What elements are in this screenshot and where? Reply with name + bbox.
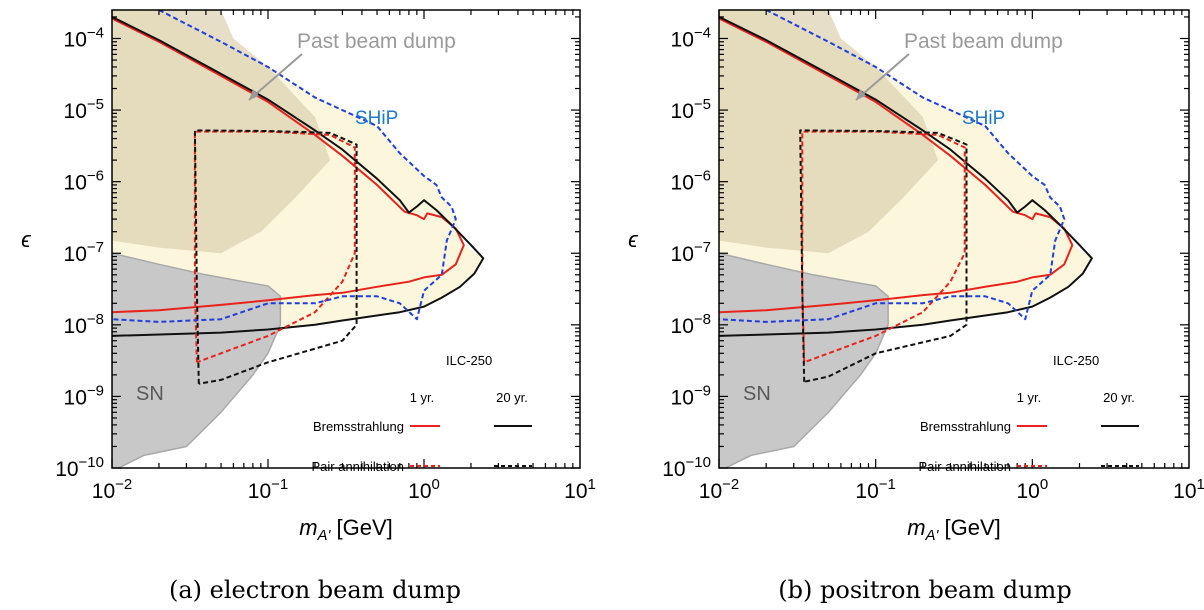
y-tick-label: 10−8 xyxy=(671,311,711,338)
x-tick-label: 101 xyxy=(1173,476,1204,503)
chart-panel-positron: 10−2 10−1 100 101 10−10 10−9 10−8 10−7 10−6 10−5 1… xyxy=(628,9,1204,604)
y-tick-label: 10−8 xyxy=(64,311,104,338)
y-tick-label: 10−9 xyxy=(671,382,711,409)
x-tick-label: 100 xyxy=(1016,476,1048,503)
legend-col-20yr: 20 yr. xyxy=(496,390,528,405)
y-tick-label: 10−6 xyxy=(671,168,711,195)
legend-col-1yr: 1 yr. xyxy=(410,390,435,405)
legend-col-20yr: 20 yr. xyxy=(1103,390,1135,405)
y-tick-label: 10−4 xyxy=(64,24,104,51)
y-tick-label: 10−6 xyxy=(64,168,104,195)
annotation-arrowhead xyxy=(249,89,259,100)
annotation-sn: SN xyxy=(136,383,164,405)
x-tick-label: 10−1 xyxy=(248,476,288,503)
legend-label-pair-annihilation: Pair annihilation xyxy=(311,459,404,474)
legend-title: ILC-250 xyxy=(1053,353,1099,368)
legend-col-1yr: 1 yr. xyxy=(1017,390,1042,405)
chart-panel-electron: 10−2 10−1 100 101 10−10 10−9 10−8 10−7 10−6 10−5 1… xyxy=(21,9,596,604)
annotation-sn: SN xyxy=(743,383,771,405)
annotation-ship: SHiP xyxy=(962,108,1005,129)
annotation-arrow xyxy=(248,53,303,101)
plot-frame xyxy=(718,9,1190,469)
x-tick-label: 10−2 xyxy=(92,476,132,503)
annotation-past-beam-dump: Past beam dump xyxy=(904,30,1063,53)
legend-label-bremsstrahlung: Bremsstrahlung xyxy=(920,419,1011,434)
y-axis-label: ϵ xyxy=(21,227,32,252)
y-tick-label: 10−5 xyxy=(64,96,104,123)
x-tick-label: 100 xyxy=(408,476,440,503)
series-line-pair-annihilation-1yr xyxy=(801,130,966,364)
x-tick-label: 10−1 xyxy=(855,476,895,503)
plot-frame xyxy=(111,9,581,469)
figure-caption: (b) positron beam dump xyxy=(778,576,1071,604)
legend-label-pair-annihilation: Pair annihilation xyxy=(918,459,1011,474)
annotation-arrowhead xyxy=(856,89,866,100)
y-tick-label: 10−7 xyxy=(64,239,104,266)
x-tick-label: 10−2 xyxy=(699,476,739,503)
series-line-ship- xyxy=(719,10,1066,323)
legend-title: ILC-250 xyxy=(446,353,492,368)
annotation-ship: SHiP xyxy=(355,108,398,129)
y-tick-label: 10−5 xyxy=(671,96,711,123)
y-tick-label: 10−10 xyxy=(662,454,711,481)
x-axis-label: mA' [GeV] xyxy=(299,515,393,544)
annotation-past-beam-dump: Past beam dump xyxy=(297,30,456,53)
series-line-pair-annihilation-20yr xyxy=(193,129,358,385)
series-line-pair-annihilation-20yr xyxy=(799,129,968,383)
x-tick-label: 101 xyxy=(564,476,596,503)
y-tick-label: 10−7 xyxy=(671,239,711,266)
plot-area xyxy=(112,10,485,468)
y-axis-label: ϵ xyxy=(628,227,639,252)
figure-caption: (a) electron beam dump xyxy=(169,576,461,604)
annotation-arrow xyxy=(855,53,910,101)
y-tick-label: 10−4 xyxy=(671,24,711,51)
y-tick-label: 10−10 xyxy=(55,454,104,481)
y-tick-label: 10−9 xyxy=(64,382,104,409)
legend-label-bremsstrahlung: Bremsstrahlung xyxy=(313,419,404,434)
plot-area xyxy=(719,10,1093,468)
series-line-ship- xyxy=(112,10,457,323)
x-axis-label: mA' [GeV] xyxy=(907,515,1001,544)
